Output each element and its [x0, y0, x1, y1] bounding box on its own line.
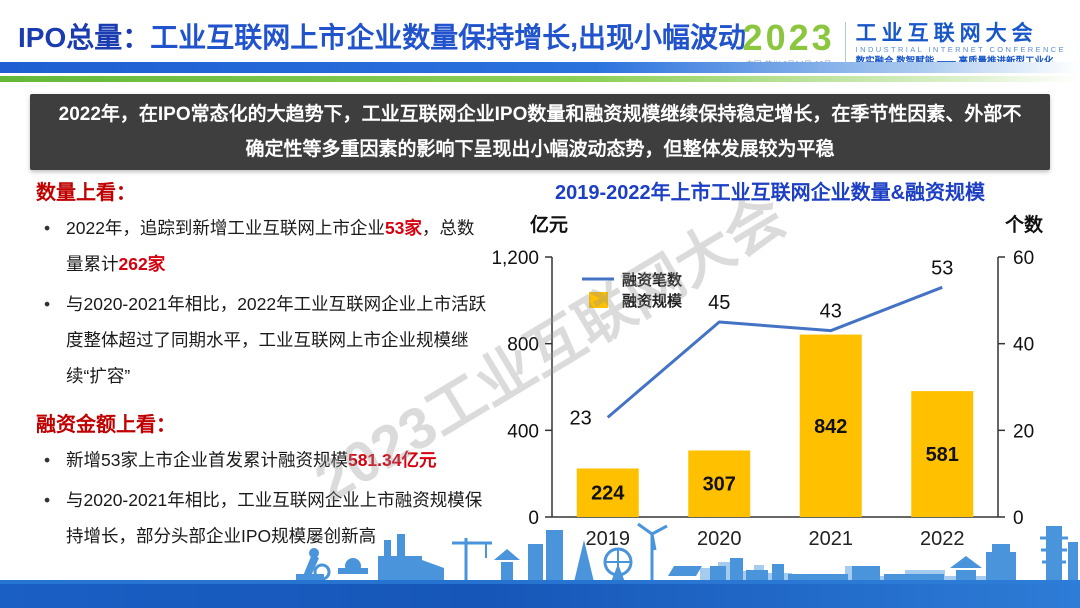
bullet-list: 2022年，追踪到新增工业互联网上市企业53家，总数量累计262家与2020-2…	[36, 211, 488, 394]
bullet-list: 新增53家上市企业首发累计融资规模581.34亿元与2020-2021年相比，工…	[36, 443, 488, 555]
page-title-prefix: IPO总量：	[18, 22, 151, 53]
logo-year: 2023	[742, 17, 835, 58]
line-series	[606, 285, 943, 419]
bar-value-label: 581	[926, 444, 959, 466]
left-column: 数量上看： 2022年，追踪到新增工业互联网上市企业53家，总数量累计262家与2…	[36, 176, 488, 569]
bullet-item: 与2020-2021年相比，工业互联网企业上市融资规模保持增长，部分头部企业IP…	[36, 483, 488, 555]
legend-line-label: 融资笔数	[622, 271, 683, 289]
left-axis-unit: 亿元	[530, 213, 568, 236]
bar-value-label: 224	[591, 483, 625, 505]
legend-bar-label: 融资规模	[622, 292, 683, 310]
logo-slogan: 数实融合 数智赋能 —— 高质量推进新型工业化	[856, 56, 1066, 68]
left-tick-label: 0	[528, 508, 539, 529]
bullet-item: 2022年，追踪到新增工业互联网上市企业53家，总数量累计262家	[36, 211, 488, 283]
header-divider-blue	[0, 62, 1080, 73]
section-heading: 数量上看：	[36, 182, 136, 204]
bullet-item: 与2020-2021年相比，2022年工业互联网企业上市活跃度整体超过了同期水平…	[36, 287, 488, 395]
line-value-label: 43	[820, 301, 842, 323]
header-divider-green	[0, 76, 1080, 82]
left-tick-label: 400	[507, 421, 539, 442]
x-tick-label: 2022	[920, 528, 965, 550]
bar-2021	[799, 334, 862, 517]
bar-value-label: 842	[814, 416, 847, 438]
bar-2019	[576, 468, 639, 517]
page-title: IPO总量：工业互联网上市企业数量保持增长,出现小幅波动	[18, 16, 746, 56]
x-tick-label: 2019	[586, 528, 631, 550]
right-tick-label: 40	[1013, 335, 1034, 356]
left-tick-label: 1,200	[491, 248, 539, 269]
combo-chart: 亿元 个数 0 400 800 1,200 0 20 40 60 2019 2020 2021 2022 2…	[491, 213, 1044, 550]
line-value-label: 23	[570, 407, 592, 429]
line-value-label: 45	[708, 292, 730, 314]
right-tick-label: 60	[1013, 248, 1034, 269]
bar-value-label: 307	[703, 474, 736, 496]
footer-band	[0, 580, 1080, 608]
left-tick-label: 800	[507, 335, 539, 356]
bullet-item: 新增53家上市企业首发累计融资规模581.34亿元	[36, 443, 488, 479]
logo-name-cn: 工业互联网大会	[855, 22, 1038, 46]
bar-2020	[688, 450, 751, 517]
chart-panel: 2019-2022年上市工业互联网企业数量&融资规模 亿元 个数 0 400 800 1,…	[490, 176, 1050, 560]
summary-banner: 2022年，在IPO常态化的大趋势下，工业互联网企业IPO数量和融资规模继续保持…	[30, 94, 1050, 170]
right-tick-label: 0	[1013, 508, 1024, 529]
skyline-front	[296, 522, 1078, 582]
section-heading: 融资金额上看：	[36, 414, 176, 437]
legend-bar-marker	[589, 292, 608, 308]
x-tick-label: 2021	[809, 528, 854, 550]
logo-name-en: INDUSTRIAL INTERNET CONFERENCE	[855, 45, 1066, 55]
page-title-main: 工业互联网上市企业数量保持增长,出现小幅波动	[150, 22, 747, 53]
bar-2022	[911, 391, 974, 517]
right-axis-unit: 个数	[1004, 213, 1044, 236]
logo-divider	[844, 22, 846, 68]
city-skyline-graphic	[0, 522, 1080, 608]
chart-title: 2019-2022年上市工业互联网企业数量&融资规模	[554, 182, 986, 204]
right-tick-label: 20	[1013, 421, 1034, 442]
line-value-label: 53	[931, 257, 953, 279]
x-tick-label: 2020	[697, 528, 742, 550]
